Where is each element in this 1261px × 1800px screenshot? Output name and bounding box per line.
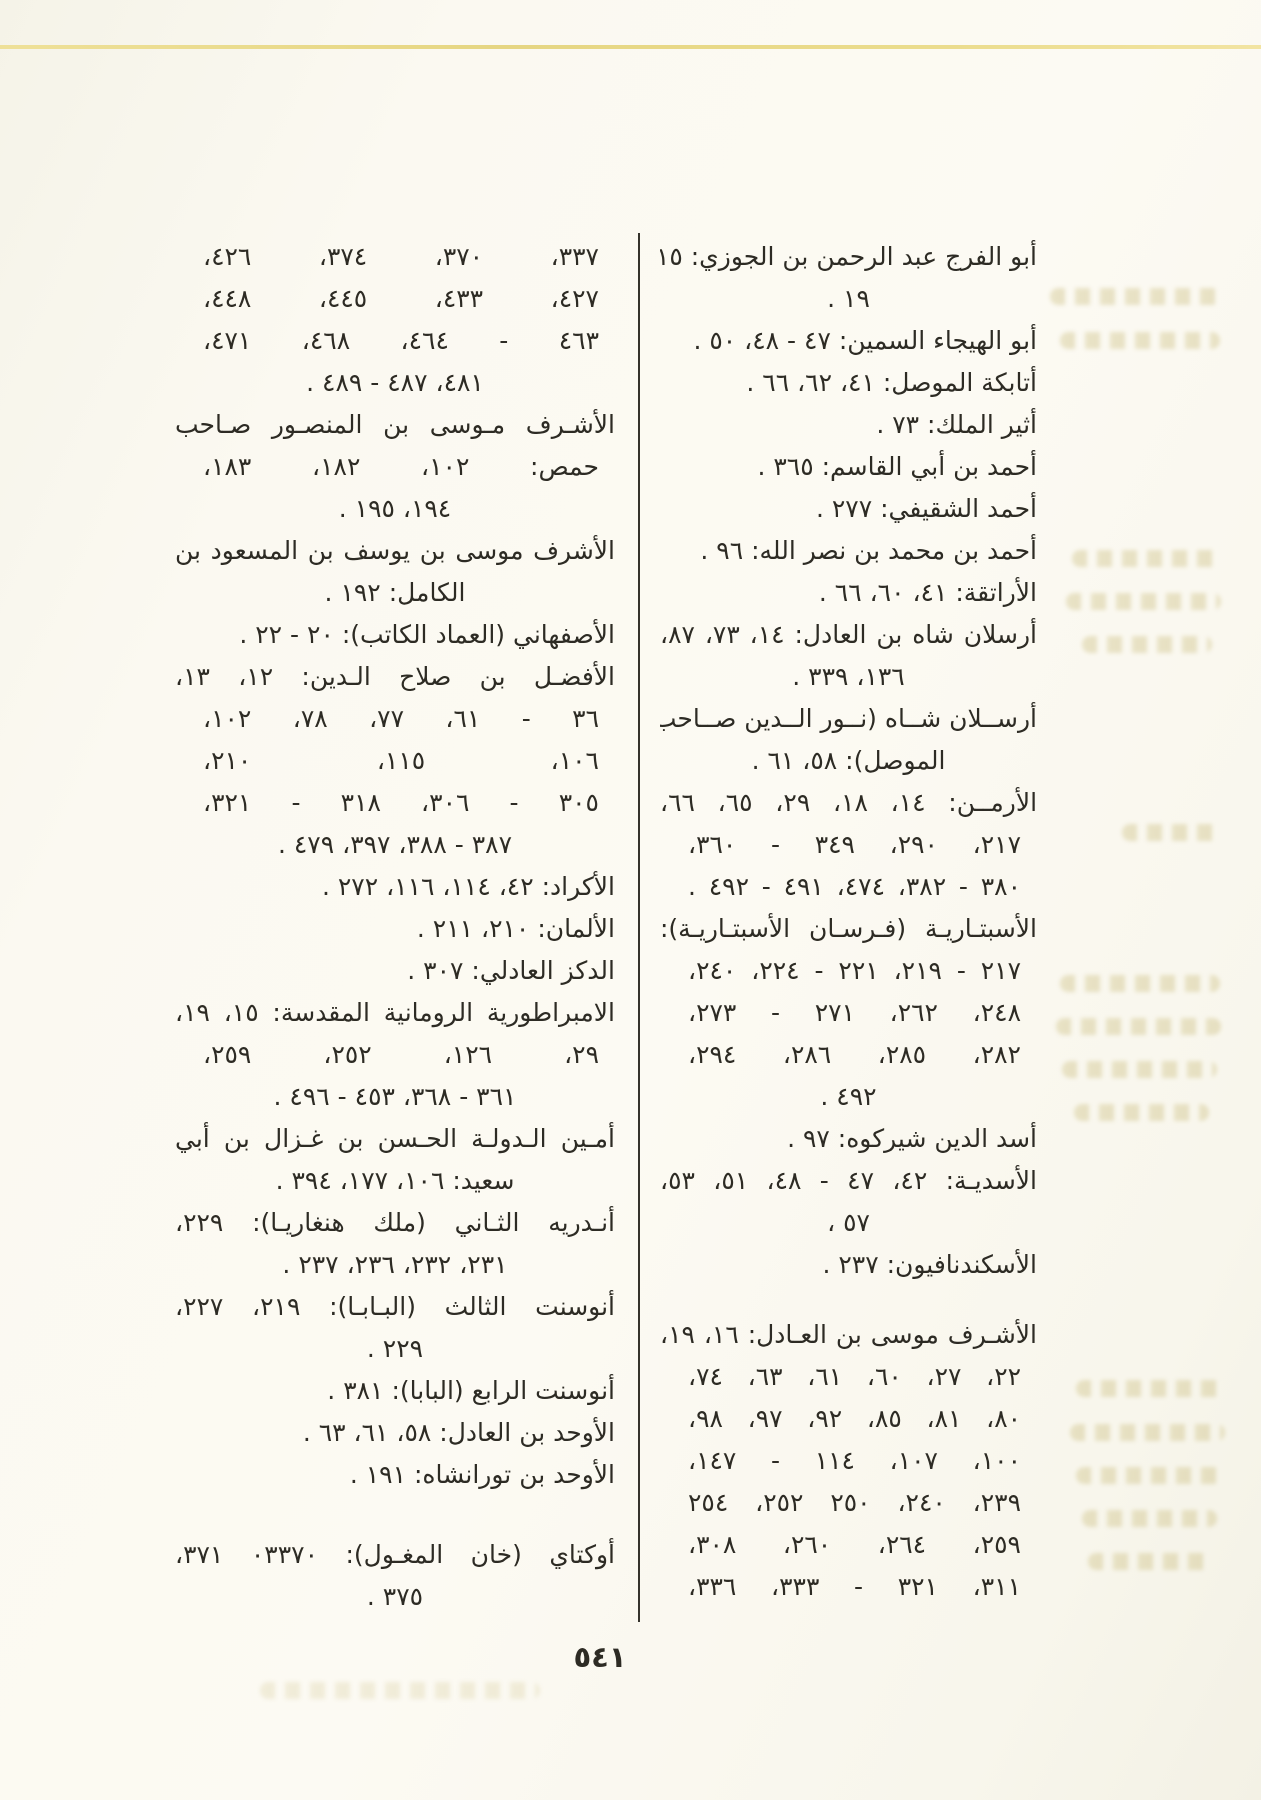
index-text-line: أبو الهيجاء السمين: ٤٧ - ٤٨، ٥٠ . (693, 326, 1037, 355)
bleed-through-smudge (1056, 1018, 1221, 1035)
index-text-line: أثير الملك: ٧٣ . (876, 410, 1037, 439)
index-text-line: الأشـرف مـوسى بن المنصـور صـاحب (175, 410, 615, 439)
index-text-line: ١٠٠، ١٠٧، ١١٤ - ١٤٧، (688, 1446, 1022, 1475)
entry-group-gap (660, 1286, 1037, 1314)
index-column-right: أبو الفرج عبد الرحمن بن الجوزي: ١٥، ١٩ . أ… (660, 236, 1037, 1608)
index-text-line: ٣٣٧، ٣٧٠، ٣٧٤، ٤٢٦، (203, 242, 599, 271)
index-text-line: الأكراد: ٤٢، ١١٤، ١١٦، ٢٧٢ . (321, 872, 615, 901)
page-number: ٥٤١ (573, 1640, 627, 1674)
index-text-line: الأسكندنافيون: ٢٣٧ . (822, 1250, 1037, 1279)
index-text-line: أمـين الـدولـة الحـسن بن غـزال بن أبي (175, 1124, 615, 1153)
index-text-line: ٢١٧، ٢٩٠، ٣٤٩ - ٣٦٠، (688, 830, 1022, 859)
index-text-line: أحمد الشقيفي: ٢٧٧ . (815, 494, 1037, 523)
index-text-line: أنوسنت الرابع (البابا): ٣٨١ . (327, 1376, 615, 1405)
entry-group-gap (175, 1496, 615, 1534)
index-text-line: سعيد: ١٠٦، ١٧٧، ٣٩٤ . (275, 1166, 515, 1195)
index-text-line: أنوسنت الثالث (البـابـا): ٢١٩، ٢٢٧، (175, 1292, 615, 1321)
index-text-line: ٤٦٣ - ٤٦٤، ٤٦٨، ٤٧١، (203, 326, 600, 355)
index-text-line: ٢٢، ٢٧، ٦٠، ٦١، ٦٣، ٧٤، (688, 1362, 1022, 1391)
index-text-line: حمص: ١٠٢، ١٨٢، ١٨٣، (203, 452, 600, 481)
index-text-line: أوكتاي (خان المغـول): ٠٣٣٧٠ ٣٧١، (175, 1540, 615, 1569)
index-text-line: الأوحد بن العادل: ٥٨، ٦١، ٦٣ . (302, 1418, 615, 1447)
index-text-line: ٤٨١، ٤٨٧ - ٤٨٩ . (306, 368, 484, 397)
index-text-line: ٣٨٧ - ٣٨٨، ٣٩٧، ٤٧٩ . (277, 830, 513, 859)
index-text-line: ٢٢٩ . (366, 1334, 424, 1363)
bleed-through-smudge (1076, 1467, 1221, 1484)
index-text-line: ٤٢٧، ٤٣٣، ٤٤٥، ٤٤٨، (203, 284, 599, 313)
bleed-through-smudge (1074, 1104, 1209, 1121)
index-text-line: ٣٨٠ - ٣٨٢، ٤٧٤، ٤٩١ - ٤٩٢ . (688, 872, 1022, 901)
index-text-line: الأشرف موسى بن يوسف بن المسعود بن (175, 536, 615, 565)
bleed-through-smudge (1072, 550, 1222, 567)
index-text-line: ٢٥٩، ٢٦٤، ٢٦٠، ٣٠٨، (688, 1530, 1021, 1559)
index-text-line: الأسديـة: ٤٢، ٤٧ - ٤٨، ٥١، ٥٣، (660, 1166, 1037, 1195)
index-text-line: ٣٠٥ - ٣٠٦، ٣١٨ - ٣٢١، (203, 788, 599, 817)
index-text-line: أحمد بن محمد بن نصر الله: ٩٦ . (700, 536, 1037, 565)
bleed-through-smudge (1062, 1061, 1217, 1078)
index-text-line: أتابكة الموصل: ٤١، ٦٢، ٦٦ . (746, 368, 1037, 397)
index-text-line: ١٣٦، ٣٣٩ . (792, 662, 905, 691)
bleed-through-smudge (1082, 636, 1212, 653)
index-text-line: الأفضـل بن صلاح الـدين: ١٢، ١٣، (175, 662, 615, 691)
bleed-through-smudge (1050, 288, 1220, 305)
index-text-line: الامبراطورية الرومانية المقدسة: ١٥، ١٩، (175, 998, 615, 1027)
index-text-line: أرســلان شــاه (نــور الــدين صــاحب (660, 704, 1037, 733)
index-text-line: أحمد بن أبي القاسم: ٣٦٥ . (757, 452, 1037, 481)
bleed-through-smudge (1122, 824, 1222, 841)
index-text-line: الأراتقة: ٤١، ٦٠، ٦٦ . (818, 578, 1037, 607)
index-text-line: ٣١١، ٣٢١ - ٣٣٣، ٣٣٦، (688, 1572, 1022, 1601)
index-text-line: أرسلان شاه بن العادل: ١٤، ٧٣، ٨٧، (660, 620, 1037, 649)
index-text-line: الأسبتـاريـة (فـرسـان الأسبتـاريـة): (660, 914, 1037, 943)
index-text-line: أنـدريه الثـاني (ملك هنغاريـا): ٢٢٩، (175, 1208, 615, 1237)
bleed-through-smudge (1060, 332, 1220, 349)
index-text-line: الأرمــن: ١٤، ١٨، ٢٩، ٦٥، ٦٦، (660, 788, 1037, 817)
index-column-left: ٣٣٧، ٣٧٠، ٣٧٤، ٤٢٦، ٤٢٧، ٤٣٣، ٤٤٥، ٤٤٨، ٤٦… (175, 236, 615, 1618)
index-text-line: أبو الفرج عبد الرحمن بن الجوزي: ١٥، (660, 242, 1037, 271)
bleed-through-smudge (1088, 1553, 1213, 1570)
index-text-line: الأشـرف موسى بن العـادل: ١٦، ١٩، (660, 1320, 1037, 1349)
index-text-line: ٢٨٢، ٢٨٥، ٢٨٦، ٢٩٤، (688, 1040, 1021, 1069)
index-text-line: ١٩٤، ١٩٥ . (338, 494, 452, 523)
index-text-line: ٢١٧ - ٢١٩، ٢٢١ - ٢٢٤، ٢٤٠، (688, 956, 1022, 985)
index-text-line: ٤٩٢ . (820, 1082, 877, 1111)
index-text-line: ٣٦ - ٦١، ٧٧، ٧٨، ١٠٢، (203, 704, 600, 733)
column-divider-rule (638, 233, 640, 1622)
bleed-through-smudge (260, 1682, 540, 1699)
index-text-line: ٣٦١ - ٣٦٨، ٤٥٣ - ٤٩٦ . (273, 1082, 517, 1111)
index-text-line: ٢٣١، ٢٣٢، ٢٣٦، ٢٣٧ . (282, 1250, 508, 1279)
bleed-through-smudge (1076, 1380, 1226, 1397)
index-text-line: الأصفهاني (العماد الكاتب): ٢٠ - ٢٢ . (239, 620, 615, 649)
index-text-line: ١٠٦، ١١٥، ٢١٠، (203, 746, 599, 775)
bleed-through-smudge (1060, 975, 1220, 992)
index-text-line: ١٩ . (827, 284, 870, 313)
page-top-edge-line (0, 45, 1261, 49)
index-text-line: ٢٣٩، ٢٤٠، ٢٥٠ ٢٥٢، ٢٥٤ (688, 1488, 1022, 1517)
index-text-line: الكامل: ١٩٢ . (324, 578, 466, 607)
index-text-line: الألمان: ٢١٠، ٢١١ . (416, 914, 615, 943)
index-text-line: ٨٠، ٨١، ٨٥، ٩٢، ٩٧، ٩٨، (688, 1404, 1022, 1433)
index-text-line: أسد الدين شيركوه: ٩٧ . (787, 1124, 1037, 1153)
index-text-line: الموصل): ٥٨، ٦١ . (751, 746, 946, 775)
bleed-through-smudge (1066, 593, 1221, 610)
index-text-line: ٢٤٨، ٢٦٢، ٢٧١ - ٢٧٣، (688, 998, 1022, 1027)
index-text-line: ٢٩، ١٢٦، ٢٥٢، ٢٥٩، (203, 1040, 600, 1069)
index-text-line: الدكز العادلي: ٣٠٧ . (407, 956, 615, 985)
bleed-through-smudge (1082, 1510, 1217, 1527)
index-text-line: ٥٧ ، (827, 1208, 870, 1237)
index-text-line: ٣٧٥ . (366, 1582, 424, 1611)
bleed-through-smudge (1070, 1424, 1225, 1441)
index-text-line: الأوحد بن تورانشاه: ١٩١ . (349, 1460, 615, 1489)
